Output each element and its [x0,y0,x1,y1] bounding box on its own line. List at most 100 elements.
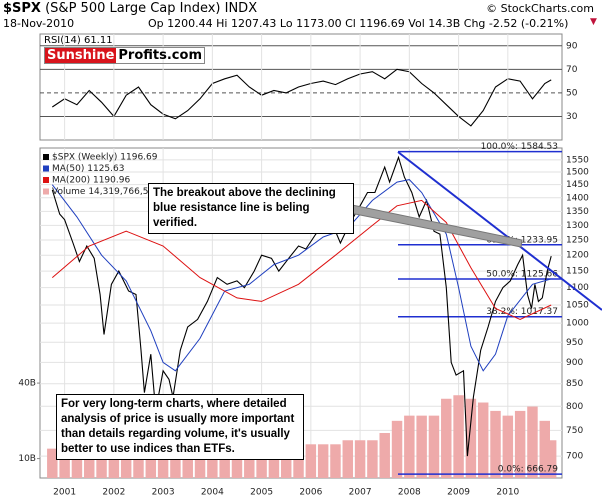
volume-bar [170,444,181,478]
volume-bar [441,398,452,478]
legend-label: $SPX (Weekly) 1196.69 [52,153,158,163]
y-tick-label: 1550 [566,155,589,165]
volume-bar [354,440,366,478]
volume-bar [539,420,550,478]
y-tick-label: 850 [566,379,583,389]
volume-bar [453,395,464,478]
legend-label: MA(200) 1190.96 [52,176,130,186]
y-tick-label: 750 [566,426,583,436]
y-tick-label: 700 [566,452,583,462]
volume-bar [330,444,341,478]
volume-bar [514,410,526,478]
copyright: © StockCharts.com [486,2,594,15]
logo-part1: Sunshine [45,48,117,63]
y-tick-label: 1500 [566,168,589,178]
volume-bar [379,432,390,478]
y-tick-label: 1000 [566,319,589,329]
volume-bar [465,398,477,478]
volume-bar [244,448,255,478]
volume-bar [391,420,403,478]
x-tick-label: 2004 [201,488,224,498]
series-line [51,68,552,127]
y-tick-label: 90 [566,41,578,51]
y-tick-label: 30 [566,112,578,122]
x-tick-label: 2007 [349,488,372,498]
symbol: $SPX [3,1,41,16]
volume-bar [416,415,427,478]
volume-bar [268,448,280,478]
legend-swatch [43,154,49,160]
x-tick-label: 2010 [496,488,519,498]
annotation: The breakout above the declining blue re… [148,183,354,234]
resistance-line [397,151,602,311]
y-tick-label: 1350 [566,207,589,217]
volume-bar [428,415,440,478]
annotation: For very long-term charts, where detaile… [56,394,304,460]
x-tick-label: 2003 [152,488,175,498]
y-tick-label: 1450 [566,180,589,190]
volume-bar [47,448,58,478]
volume-bar [120,448,132,478]
y-tick-label: 950 [566,338,583,348]
y-tick-label: 1100 [566,283,589,293]
y-tick-label: 1150 [566,267,589,277]
header-title: $SPX (S&P 500 Large Cap Index) INDX [3,1,257,16]
legend-label: MA(50) 1125.63 [52,164,124,174]
y-tick-label: 70 [566,65,578,75]
volume-bar [367,440,378,478]
y-tick-label: 50 [566,88,578,98]
date: 18-Nov-2010 [3,17,75,30]
x-tick-label: 2005 [250,488,273,498]
volume-bar [207,448,218,478]
volume-bar [84,448,95,478]
y-tick-label: 1400 [566,193,589,203]
volume-bar [256,448,267,478]
volume-bar [545,440,557,478]
y-tick-label: 1300 [566,221,589,231]
y2-tick-label: 10B [18,454,36,464]
y-tick-label: 1200 [566,251,589,261]
y2-tick-label: 40B [18,379,36,389]
volume-bar [108,444,120,478]
y-tick-label: 900 [566,358,583,368]
logo: Sunshine Profits.com [44,47,205,64]
y-tick-label: 800 [566,402,583,412]
volume-bar [59,444,70,478]
fib-label: 50.0%: 1125.66 [486,270,558,280]
volume-bar [182,448,193,478]
exchange: INDX [224,1,258,16]
volume-bar [502,415,514,478]
volume-bar [527,406,538,478]
rsi-title: RSI(14) 61.11 [44,35,113,46]
volume-bar [404,415,415,478]
volume-bar [194,448,206,478]
fib-label: 0.0%: 666.79 [498,465,559,475]
volume-bar [477,402,489,478]
y-tick-label: 1050 [566,300,589,310]
x-tick-label: 2009 [447,488,470,498]
volume-bar [490,410,501,478]
legend-swatch [43,177,49,183]
x-tick-label: 2008 [398,488,421,498]
quote: Op 1200.44 Hi 1207.43 Lo 1173.00 Cl 1196… [148,17,569,30]
volume-bar [317,444,329,478]
rsi-panel [39,33,563,141]
index-name: (S&P 500 Large Cap Index) [45,1,221,16]
y-tick-label: 1250 [566,235,589,245]
fib-label: 100.0%: 1584.53 [481,142,558,152]
fib-label: 38.2%: 1017.37 [486,307,558,317]
volume-bar [280,448,292,478]
x-tick-label: 2002 [102,488,125,498]
series-line [51,199,552,320]
volume-bar [342,440,354,478]
x-tick-label: 2006 [299,488,322,498]
volume-bar [305,444,317,478]
legend-label: Volume 14,319,766,52 [52,187,154,197]
logo-part2: Profits.com [118,48,202,63]
legend-swatch [43,165,49,172]
volume-bar [71,444,83,478]
volume-bar [219,448,230,478]
chg-triangle: ▼ [590,17,597,27]
legend-swatch [43,188,49,195]
